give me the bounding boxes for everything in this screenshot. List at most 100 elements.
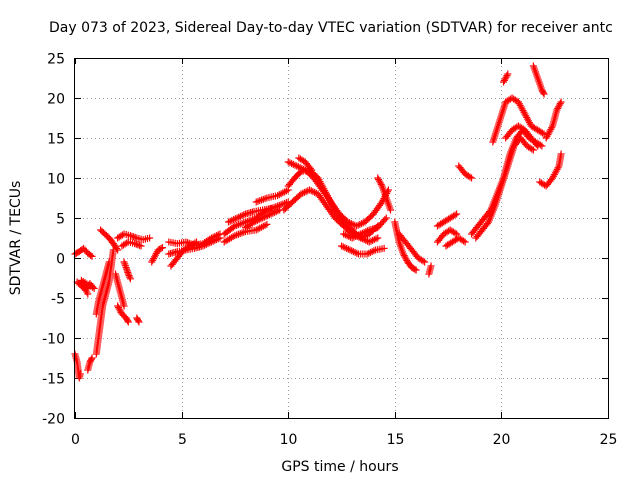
- data-point: [376, 179, 384, 187]
- series-arc-41: [500, 70, 512, 86]
- data-point: [87, 251, 95, 259]
- data-point: [207, 238, 215, 246]
- data-point: [451, 211, 459, 219]
- grid-lines: [75, 58, 608, 418]
- data-point: [233, 214, 241, 222]
- data-point: [300, 188, 308, 196]
- data-point: [369, 236, 377, 244]
- data-point: [240, 211, 248, 219]
- data-point: [124, 270, 132, 278]
- data-point: [307, 187, 315, 195]
- series-arc-39: [489, 94, 548, 146]
- data-point: [557, 150, 565, 158]
- data-point: [157, 244, 165, 252]
- series-arc-06: [92, 258, 113, 318]
- series-arc-21: [242, 206, 284, 232]
- data-point: [343, 232, 351, 240]
- data-point: [250, 218, 258, 226]
- data-point: [555, 101, 563, 109]
- x-tick-label: 25: [600, 432, 618, 448]
- data-point: [548, 124, 556, 132]
- data-point: [306, 186, 314, 194]
- data-point: [377, 180, 385, 188]
- data-point: [374, 234, 382, 242]
- data-point: [375, 177, 383, 185]
- x-tick-label: 15: [387, 432, 405, 448]
- data-point: [364, 227, 372, 235]
- series-arc-08: [112, 270, 128, 310]
- data-point: [556, 100, 564, 108]
- data-point: [352, 232, 360, 240]
- data-point: [370, 247, 378, 255]
- data-point: [193, 238, 201, 246]
- data-point: [299, 189, 307, 197]
- data-point: [401, 253, 409, 261]
- data-point: [387, 206, 395, 214]
- data-point: [365, 249, 373, 257]
- data-point: [341, 244, 349, 252]
- data-point: [228, 216, 236, 224]
- data-point: [113, 244, 121, 252]
- data-point: [259, 214, 267, 222]
- x-tick-label: 10: [280, 432, 298, 448]
- y-tick-label: -15: [42, 372, 65, 388]
- series-arc-17: [167, 238, 201, 270]
- data-point: [262, 212, 270, 220]
- series-arc-27: [338, 242, 388, 258]
- series-arc-05: [92, 246, 117, 358]
- data-point: [343, 244, 351, 252]
- data-point: [466, 173, 474, 181]
- data-point: [353, 232, 361, 240]
- data-point: [255, 216, 263, 224]
- series-arc-07: [97, 226, 122, 254]
- y-tick-label: 10: [47, 172, 65, 188]
- series-arc-10: [120, 258, 134, 283]
- series-arc-35: [442, 234, 469, 250]
- data-point: [271, 208, 279, 216]
- data-point: [534, 142, 542, 150]
- y-tick-label: 25: [47, 52, 65, 68]
- data-point: [260, 213, 268, 221]
- data-point: [294, 163, 302, 171]
- y-tick-label: 5: [56, 212, 65, 228]
- series-arc-19: [225, 204, 275, 226]
- series-arc-13: [133, 314, 143, 326]
- y-tick-label: 15: [47, 132, 65, 148]
- series-arc-43: [536, 150, 565, 190]
- data-point: [308, 166, 316, 174]
- data-point: [402, 255, 410, 263]
- data-point: [306, 164, 314, 172]
- y-axis-title: SDTVAR / TECUs: [8, 181, 24, 296]
- x-axis-title: GPS time / hours: [281, 459, 398, 475]
- data-point: [557, 98, 565, 106]
- data-point: [126, 273, 134, 281]
- data-point: [209, 237, 217, 245]
- axis-ticks: [75, 58, 609, 419]
- data-point: [341, 231, 349, 239]
- data-point: [88, 354, 96, 362]
- data-point: [381, 216, 389, 224]
- data-point: [540, 90, 548, 98]
- data-point: [504, 70, 512, 78]
- y-tick-label: 20: [47, 92, 65, 108]
- data-point: [284, 158, 292, 166]
- data-point: [421, 258, 429, 266]
- data-point: [311, 188, 319, 196]
- data-point: [146, 234, 154, 242]
- plot-frame: [74, 58, 609, 419]
- data-point: [114, 302, 122, 310]
- data-point: [84, 290, 92, 298]
- data-point: [372, 235, 380, 243]
- series-arc-01: [71, 350, 84, 382]
- data-point: [199, 242, 207, 250]
- data-point: [158, 244, 166, 252]
- data-point: [264, 212, 272, 220]
- data-point: [202, 240, 210, 248]
- data-point: [182, 238, 190, 246]
- data-point: [348, 234, 356, 242]
- data-point: [380, 244, 388, 252]
- data-point: [354, 221, 362, 229]
- data-point: [344, 245, 352, 253]
- data-point: [374, 174, 382, 182]
